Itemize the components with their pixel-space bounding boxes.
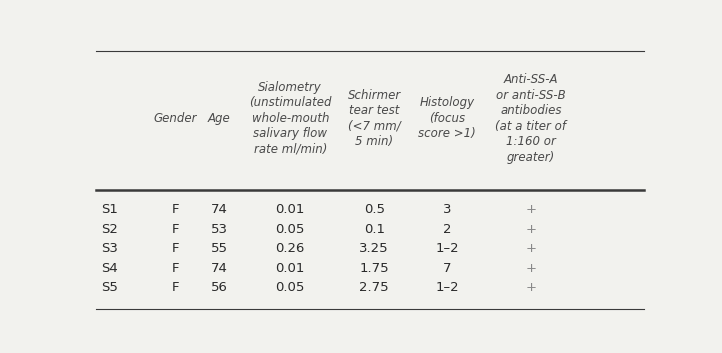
Text: 1–2: 1–2 — [435, 242, 458, 255]
Text: +: + — [526, 281, 536, 294]
Text: Age: Age — [207, 112, 230, 125]
Text: +: + — [526, 242, 536, 255]
Text: 0.01: 0.01 — [276, 262, 305, 275]
Text: 3: 3 — [443, 203, 451, 216]
Text: Schirmer
tear test
(<7 mm/
5 min): Schirmer tear test (<7 mm/ 5 min) — [347, 89, 401, 148]
Text: 0.05: 0.05 — [276, 223, 305, 235]
Text: F: F — [172, 223, 179, 235]
Text: Sialometry
(unstimulated
whole-mouth
salivary flow
rate ml/min): Sialometry (unstimulated whole-mouth sal… — [249, 81, 331, 156]
Text: 2: 2 — [443, 223, 451, 235]
Text: 53: 53 — [210, 223, 227, 235]
Text: 56: 56 — [211, 281, 227, 294]
Text: 74: 74 — [211, 203, 227, 216]
Text: F: F — [172, 203, 179, 216]
Text: 2.75: 2.75 — [360, 281, 389, 294]
Text: 0.01: 0.01 — [276, 203, 305, 216]
Text: S3: S3 — [101, 242, 118, 255]
Text: Histology
(focus
score >1): Histology (focus score >1) — [418, 96, 476, 140]
Text: F: F — [172, 281, 179, 294]
Text: 1.75: 1.75 — [360, 262, 389, 275]
Text: 1–2: 1–2 — [435, 281, 458, 294]
Text: S1: S1 — [101, 203, 118, 216]
Text: S4: S4 — [101, 262, 118, 275]
Text: +: + — [526, 223, 536, 235]
Text: 74: 74 — [211, 262, 227, 275]
Text: Gender: Gender — [154, 112, 197, 125]
Text: 0.05: 0.05 — [276, 281, 305, 294]
Text: 3.25: 3.25 — [360, 242, 389, 255]
Text: 0.26: 0.26 — [276, 242, 305, 255]
Text: 7: 7 — [443, 262, 451, 275]
Text: S2: S2 — [101, 223, 118, 235]
Text: F: F — [172, 262, 179, 275]
Text: +: + — [526, 203, 536, 216]
Text: +: + — [526, 262, 536, 275]
Text: Anti-SS-A
or anti-SS-B
antibodies
(at a titer of
1:160 or
greater): Anti-SS-A or anti-SS-B antibodies (at a … — [495, 73, 566, 164]
Text: 0.5: 0.5 — [364, 203, 385, 216]
Text: F: F — [172, 242, 179, 255]
Text: 55: 55 — [210, 242, 227, 255]
Text: 0.1: 0.1 — [364, 223, 385, 235]
Text: S5: S5 — [101, 281, 118, 294]
